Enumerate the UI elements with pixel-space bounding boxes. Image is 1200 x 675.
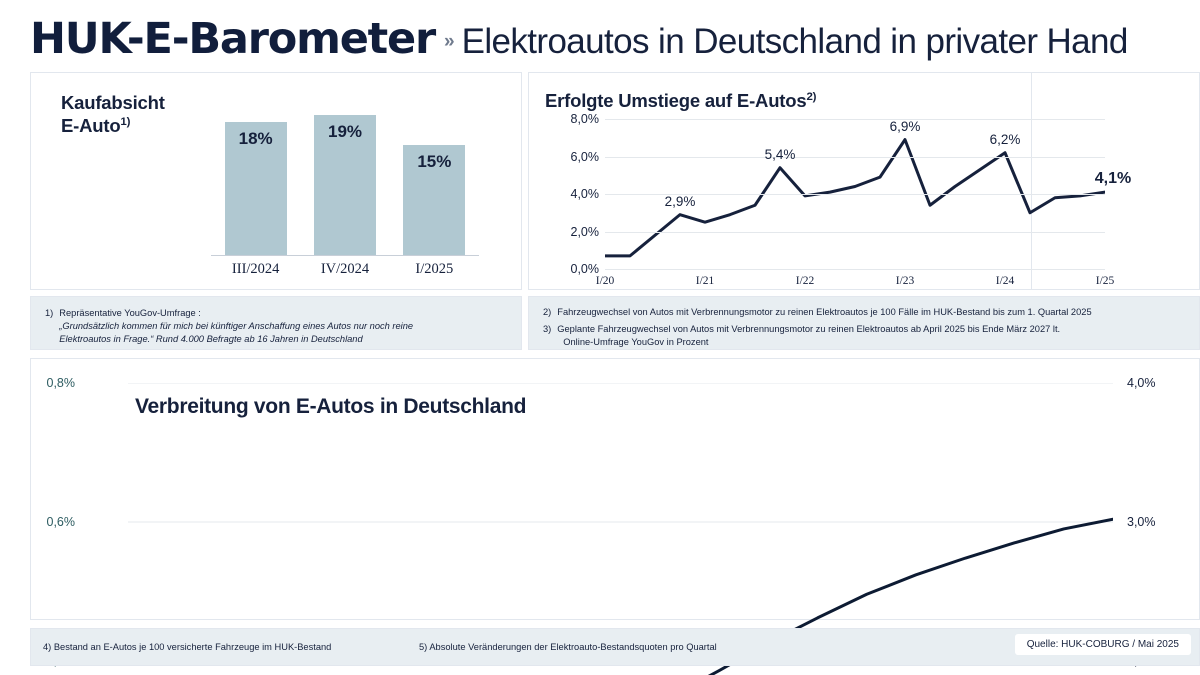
umstiege-line-svg [605,119,1105,269]
verbreitung-left-ytick: 0,8% [46,376,76,390]
footnote-3-text: Geplante Fahrzeugwechsel von Autos mit V… [557,323,1189,349]
umstiege-ytick: 2,0% [570,224,600,239]
footnote-3-number: 3) [543,324,552,334]
footnote-1-number: 1) [45,308,54,318]
footnote-2-text: Fahrzeugwechsel von Autos mit Verbrennun… [557,307,1092,317]
footnote-4: 4) Bestand an E-Autos je 100 versicherte… [43,642,332,652]
kaufabsicht-title: Kaufabsicht E-Auto1) [61,91,165,137]
source-badge: Quelle: HUK-COBURG / Mai 2025 [1014,634,1191,655]
kaufabsicht-baseline [211,255,479,256]
bar-IV-2024: 19% [314,115,376,255]
gridline [605,119,1105,120]
footnote-2: 2) Fahrzeugwechsel von Autos mit Verbren… [543,306,1189,319]
footnote-2-number: 2) [543,307,552,317]
verbreitung-right-ytick: 4,0% [1127,376,1156,390]
umstiege-title: Erfolgte Umstiege auf E-Autos2) [545,89,816,112]
panel-inner-divider [1031,73,1032,289]
gridline [605,269,1105,270]
umstiege-xtick: I/25 [1095,275,1115,287]
umstiege-title-text: Erfolgte Umstiege auf E-Autos [545,90,807,111]
umstiege-xtick: I/24 [995,275,1015,287]
bar-I-2025: 15% [403,144,466,255]
umstiege-ytick: 0,0% [570,262,600,276]
page-header: HUK-E-Barometer » Elektroautos in Deutsc… [30,14,1200,64]
umstiege-ytick: 8,0% [570,112,600,126]
chevron-separator-icon: » [444,31,454,52]
umstiege-ytick: 6,0% [570,149,600,164]
brand-title: HUK-E-Barometer [30,14,436,64]
page-subtitle: Elektroautos in Deutschland in privater … [461,22,1129,61]
gridline [605,231,1105,233]
umstiege-series-line [605,140,1105,256]
panel-kaufabsicht: Kaufabsicht E-Auto1) 18% 19% 15% III/2024 I… [30,72,522,290]
footnote-5: 5) Absolute Veränderungen der Elektroaut… [419,642,717,652]
footnote-band-left: 1) Repräsentative YouGov-Umfrage : „Grun… [30,296,522,350]
footnote-3: 3) Geplante Fahrzeugwechsel von Autos mi… [543,323,1189,349]
bar-value-label: 15% [417,151,452,171]
footnote-1-text: Repräsentative YouGov-Umfrage : „Grundsä… [59,307,511,347]
footnote-3-line1: Geplante Fahrzeugwechsel von Autos mit V… [557,324,1061,334]
bar-III-2024: 18% [224,122,287,255]
footnote-1-line3: Elektroautos in Frage.“ Rund 4.000 Befra… [59,334,363,345]
umstiege-point-label: 6,2% [989,131,1021,147]
panel-verbreitung: Verbreitung von E-Autos in Deutschland 0… [30,358,1200,620]
umstiege-point-label: 4,1% [1094,170,1132,188]
verbreitung-left-ytick: 0,6% [46,515,76,529]
footnote-1-line1: Repräsentative YouGov-Umfrage : [59,308,201,318]
umstiege-plot-area [605,119,1105,270]
umstiege-y-axis: 0,0% 2,0% 4,0% 6,0% 8,0% [543,112,600,276]
umstiege-xtick: I/22 [795,275,815,287]
umstiege-point-label: 5,4% [764,146,796,162]
umstiege-ytick: 4,0% [570,187,600,201]
bar-category-label: I/2025 [415,261,454,277]
verbreitung-series-bestand [128,519,1113,675]
kaufabsicht-title-superscript: 1) [120,115,131,128]
panel-umstiege: Erfolgte Umstiege auf E-Autos2) 0,0% 2,0%… [528,72,1200,290]
kaufabsicht-category-labels: III/2024 IV/2024 I/2025 [211,261,479,278]
umstiege-xtick: I/21 [695,275,715,287]
umstiege-xtick: I/20 [595,275,615,287]
footnote-band-right: 2) Fahrzeugwechsel von Autos mit Verbren… [528,296,1200,350]
bar-value-label: 18% [238,129,273,149]
bar-category-label: III/2024 [231,261,280,277]
verbreitung-right-ytick: 3,0% [1127,515,1156,529]
footnote-1: 1) Repräsentative YouGov-Umfrage : „Grun… [45,307,511,347]
kaufabsicht-title-line2: E-Auto [61,115,121,137]
umstiege-xtick: I/23 [895,275,915,287]
kaufabsicht-title-line1: Kaufabsicht [61,92,165,113]
bar-value-label: 19% [327,122,363,142]
umstiege-point-label: 6,9% [889,118,921,134]
footnote-band-bottom: 4) Bestand an E-Autos je 100 versicherte… [30,628,1200,666]
footnote-3-line2: Online-Umfrage YouGov in Prozent [563,337,709,348]
verbreitung-title: Verbreitung von E-Autos in Deutschland [135,395,527,418]
footnote-1-line2: „Grundsätzlich kommen für mich bei künft… [59,321,414,332]
gridline [605,194,1105,195]
bar-category-label: IV/2024 [320,261,370,277]
umstiege-point-label: 2,9% [664,193,696,209]
gridline [605,156,1105,158]
kaufabsicht-bars: 18% 19% 15% [211,93,491,255]
umstiege-title-superscript: 2) [806,90,817,103]
